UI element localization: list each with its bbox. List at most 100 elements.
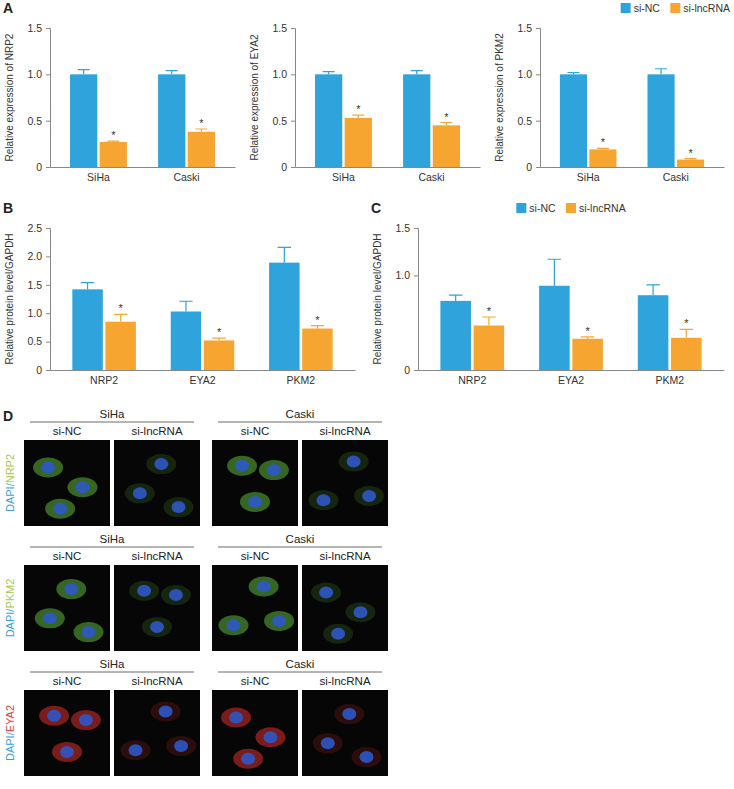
y-tick-mark [291, 28, 295, 29]
bar [70, 74, 97, 167]
nucleus [257, 581, 271, 593]
nucleus [267, 464, 281, 476]
nucleus [353, 606, 367, 618]
nucleus [229, 712, 243, 724]
cell-stain [39, 706, 69, 726]
x-axis-line [51, 167, 236, 168]
nucleus [321, 737, 335, 749]
y-tick-label: 0 [36, 161, 42, 173]
nucleus [227, 619, 241, 631]
y-tick-mark [46, 313, 50, 314]
condition-header: si-NC [241, 550, 270, 562]
nucleus [75, 481, 89, 493]
nucleus [43, 612, 57, 624]
micrograph [114, 440, 200, 526]
y-tick-mark [46, 167, 50, 168]
cell-stain [142, 617, 172, 637]
x-axis: SiHaCaski [51, 168, 236, 184]
y-tick-mark [46, 342, 50, 343]
group-underline [30, 422, 194, 423]
nucleus [174, 740, 188, 752]
condition-header: si-NC [53, 550, 82, 562]
chart-panel: 00.51.01.5SiHaCaskiRelative expression o… [3, 0, 236, 183]
stain-label-part: EYA2 [4, 705, 16, 732]
cell-stain [121, 740, 151, 760]
micrograph [114, 690, 200, 776]
significance-mark: * [111, 129, 116, 141]
bar [433, 125, 460, 167]
cell-stain [67, 477, 97, 497]
error-bar [179, 301, 192, 311]
y-tick-mark [46, 285, 50, 286]
stain-label: DAPI/NRP2 [4, 454, 16, 512]
cell-stain [164, 497, 194, 517]
y-tick-label: 0.5 [272, 115, 287, 127]
error-bar [567, 72, 579, 74]
micrograph [114, 565, 200, 651]
y-axis-line [414, 229, 419, 371]
group-header: Caski [286, 658, 315, 670]
x-tick: SiHa [332, 171, 355, 183]
y-tick-mark [46, 121, 50, 122]
y-tick-label: 1.5 [272, 22, 287, 34]
cell-stain [71, 710, 101, 730]
stain-label-part: DAPI/ [4, 482, 16, 512]
nucleus [235, 460, 249, 472]
error-bar [482, 317, 495, 326]
nucleus [137, 585, 151, 597]
error-bar [166, 71, 178, 75]
panel-label: D [3, 408, 13, 424]
nucleus [79, 714, 93, 726]
cell-stain [240, 492, 270, 512]
error-bar [278, 247, 291, 262]
x-tick: NRP2 [458, 374, 486, 386]
bar [315, 74, 342, 167]
y-tick-label: 1.0 [517, 68, 532, 80]
significance-mark: * [585, 325, 590, 337]
cell-stain [323, 624, 353, 644]
significance-mark: * [601, 136, 606, 148]
condition-header: si-lncRNA [131, 550, 182, 562]
nucleus [172, 501, 186, 513]
y-tick-label: 2.5 [27, 222, 42, 234]
y-tick-label: 0 [36, 364, 42, 376]
group-header: Caski [286, 533, 315, 545]
error-bar [449, 295, 462, 301]
legend-label: si-NC [634, 2, 661, 14]
y-tick-label: 0.5 [27, 115, 42, 127]
group-header: SiHa [100, 533, 126, 545]
micrograph-background [24, 440, 110, 526]
legend: si-NCsi-lncRNA [621, 2, 730, 14]
cell-stain [151, 702, 181, 722]
micrograph-background [302, 440, 388, 526]
y-axis-title: Relative expression of PKM2 [494, 33, 505, 162]
x-tick: NRP2 [90, 374, 118, 386]
plot-marks [72, 247, 332, 370]
nucleus [64, 583, 78, 595]
plot-marks [560, 69, 704, 167]
micrograph [24, 690, 110, 776]
nucleus [347, 456, 361, 468]
micrograph-background [114, 565, 200, 651]
cell-stain [129, 581, 159, 601]
micrograph [302, 440, 388, 526]
group-header: SiHa [100, 658, 126, 670]
micrograph-background [212, 440, 298, 526]
bar [648, 74, 675, 167]
error-bar [311, 326, 324, 329]
error-bar [195, 129, 207, 132]
x-tick: Caski [173, 171, 199, 183]
bar [171, 311, 201, 370]
y-tick-label: 1.5 [27, 279, 42, 291]
y-tick-mark [414, 275, 418, 276]
error-bar [581, 337, 594, 339]
x-axis-line [296, 167, 481, 168]
condition-header: si-lncRNA [319, 425, 370, 437]
significance-mark: * [487, 305, 492, 317]
group-underline [218, 547, 382, 548]
y-tick-mark [414, 370, 418, 371]
cell-stain [259, 460, 289, 480]
bar [589, 149, 616, 167]
stain-label: DAPI/PKM2 [4, 579, 16, 638]
significance-mark: * [199, 117, 204, 129]
